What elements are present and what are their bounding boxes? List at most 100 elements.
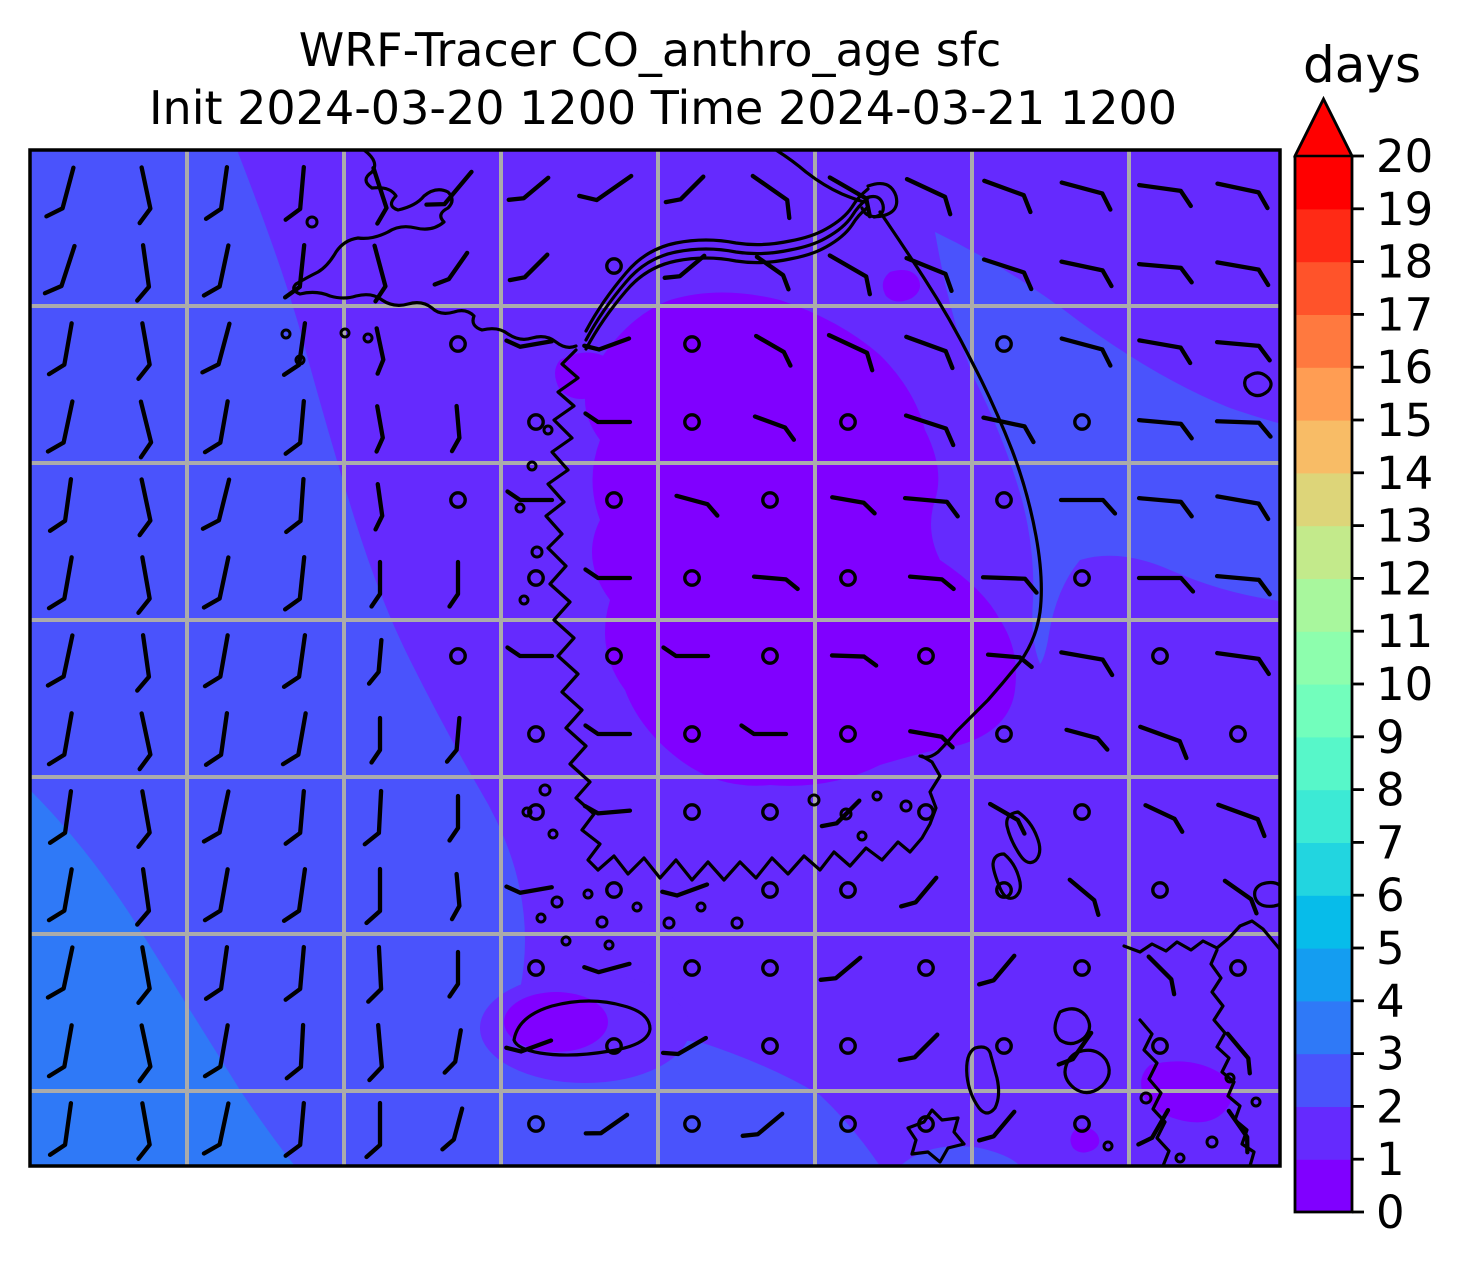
wind-barb: [373, 482, 385, 532]
wind-barb: [202, 399, 230, 455]
wind-barb: [282, 554, 307, 612]
wind-barb: [202, 867, 230, 923]
colorbar-segments: [1295, 156, 1352, 1213]
wind-barb: [202, 1023, 230, 1079]
wind-barb: [374, 404, 385, 454]
colorbar-segment: [1295, 578, 1352, 632]
calm-wind-circle: [995, 491, 1013, 509]
wind-barb: [830, 495, 877, 516]
wind-barb: [201, 243, 231, 298]
calm-wind-circle: [761, 1037, 779, 1055]
calm-wind-circle: [683, 413, 701, 431]
colorbar-tick-label: 16: [1376, 341, 1433, 394]
coastline-jeju: [512, 999, 652, 1057]
fill-yellow-sea-west-strip: [30, 150, 880, 1166]
wind-barb: [283, 164, 306, 222]
colorbar-segment: [1295, 156, 1352, 210]
coastline-goto-star: [906, 1108, 966, 1164]
wind-barb: [897, 1032, 940, 1063]
colorbar-title: days: [1303, 36, 1421, 94]
wind-barb: [432, 250, 470, 287]
wind-barb: [45, 633, 75, 688]
calm-wind-circle: [761, 803, 779, 821]
fill-patch-east-coast: [882, 270, 920, 302]
calm-wind-circle: [527, 803, 545, 821]
colorbar-tick-label: 8: [1376, 764, 1405, 817]
wind-barb: [504, 338, 554, 349]
wind-barb: [200, 321, 232, 375]
wind-barb: [981, 415, 1036, 445]
wind-barb: [904, 176, 953, 217]
wind-barb: [505, 489, 555, 503]
calm-wind-circle: [527, 569, 545, 587]
calm-wind-circle: [605, 1037, 623, 1055]
wind-barb: [1215, 650, 1271, 677]
wind-barb: [366, 637, 384, 686]
colorbar-tick-label: 11: [1376, 605, 1433, 658]
wind-barb: [674, 493, 720, 518]
map-border: [28, 148, 1282, 1168]
calm-wind-circle: [449, 335, 467, 353]
wind-barb: [284, 1022, 306, 1081]
wind-barb: [362, 788, 384, 847]
wind-barb: [46, 321, 74, 377]
colorbar-segment: [1295, 367, 1352, 421]
wind-barb: [903, 413, 956, 448]
calm-wind-circle: [683, 335, 701, 353]
wind-barb: [283, 1100, 306, 1158]
wind-barb: [283, 788, 306, 846]
coastline-tsushima-north: [1005, 810, 1042, 865]
wind-barb: [1059, 650, 1115, 678]
wind-barb: [136, 945, 152, 1005]
colorbar-segment: [1295, 631, 1352, 685]
wind-barb: [504, 884, 554, 895]
calm-wind-circle: [1073, 803, 1091, 821]
coastline-ulleungdo: [1243, 371, 1273, 398]
wind-barb: [374, 326, 386, 376]
colorbar-tick-label: 20: [1376, 130, 1433, 183]
wind-barb: [369, 715, 383, 765]
calm-wind-circle: [1073, 1115, 1091, 1133]
colorbar-segment: [1295, 789, 1352, 843]
colorbar-tick-label: 12: [1376, 552, 1433, 605]
coastline-amakusa-2: [1063, 1048, 1111, 1095]
colorbar-tick-label: 7: [1376, 816, 1405, 869]
calm-wind-circle: [527, 413, 545, 431]
wind-barb: [751, 574, 800, 592]
wind-barb: [1136, 496, 1194, 519]
wind-barb: [372, 243, 388, 304]
wind-barb: [506, 175, 551, 202]
wind-barb: [201, 555, 231, 610]
calm-wind-circle: [917, 959, 935, 977]
wind-barb: [283, 944, 306, 1002]
wind-barb: [201, 789, 231, 844]
wind-barb: [908, 729, 955, 750]
coastline-dmz-hook-inner: [864, 194, 885, 219]
calm-wind-circle: [1073, 413, 1091, 431]
wind-barb: [982, 178, 1033, 215]
colorbar-tick-label: 13: [1376, 500, 1433, 553]
wind-barb: [137, 711, 153, 772]
calm-wind-circle: [527, 959, 545, 977]
wind-barb: [1136, 575, 1196, 594]
wind-barb: [1136, 418, 1194, 441]
fill-patch-estuary: [555, 352, 614, 399]
wind-barb: [136, 1101, 152, 1161]
wind-barb: [444, 715, 462, 764]
wind-barb: [1058, 497, 1118, 516]
wind-barb: [1059, 336, 1113, 368]
wind-barb: [1214, 340, 1272, 363]
wind-barb: [826, 332, 875, 373]
wind-barb: [577, 173, 634, 203]
wind-barb: [424, 169, 474, 207]
wind-barb: [1214, 574, 1272, 597]
wind-barb: [136, 321, 152, 381]
calm-wind-circle: [683, 1115, 701, 1133]
wind-barb: [977, 1109, 1017, 1143]
wind-barb: [583, 411, 633, 425]
calm-wind-circle: [527, 1115, 545, 1133]
wind-barb: [660, 882, 710, 898]
wind-barb: [447, 793, 461, 843]
wind-barb: [985, 652, 1034, 670]
